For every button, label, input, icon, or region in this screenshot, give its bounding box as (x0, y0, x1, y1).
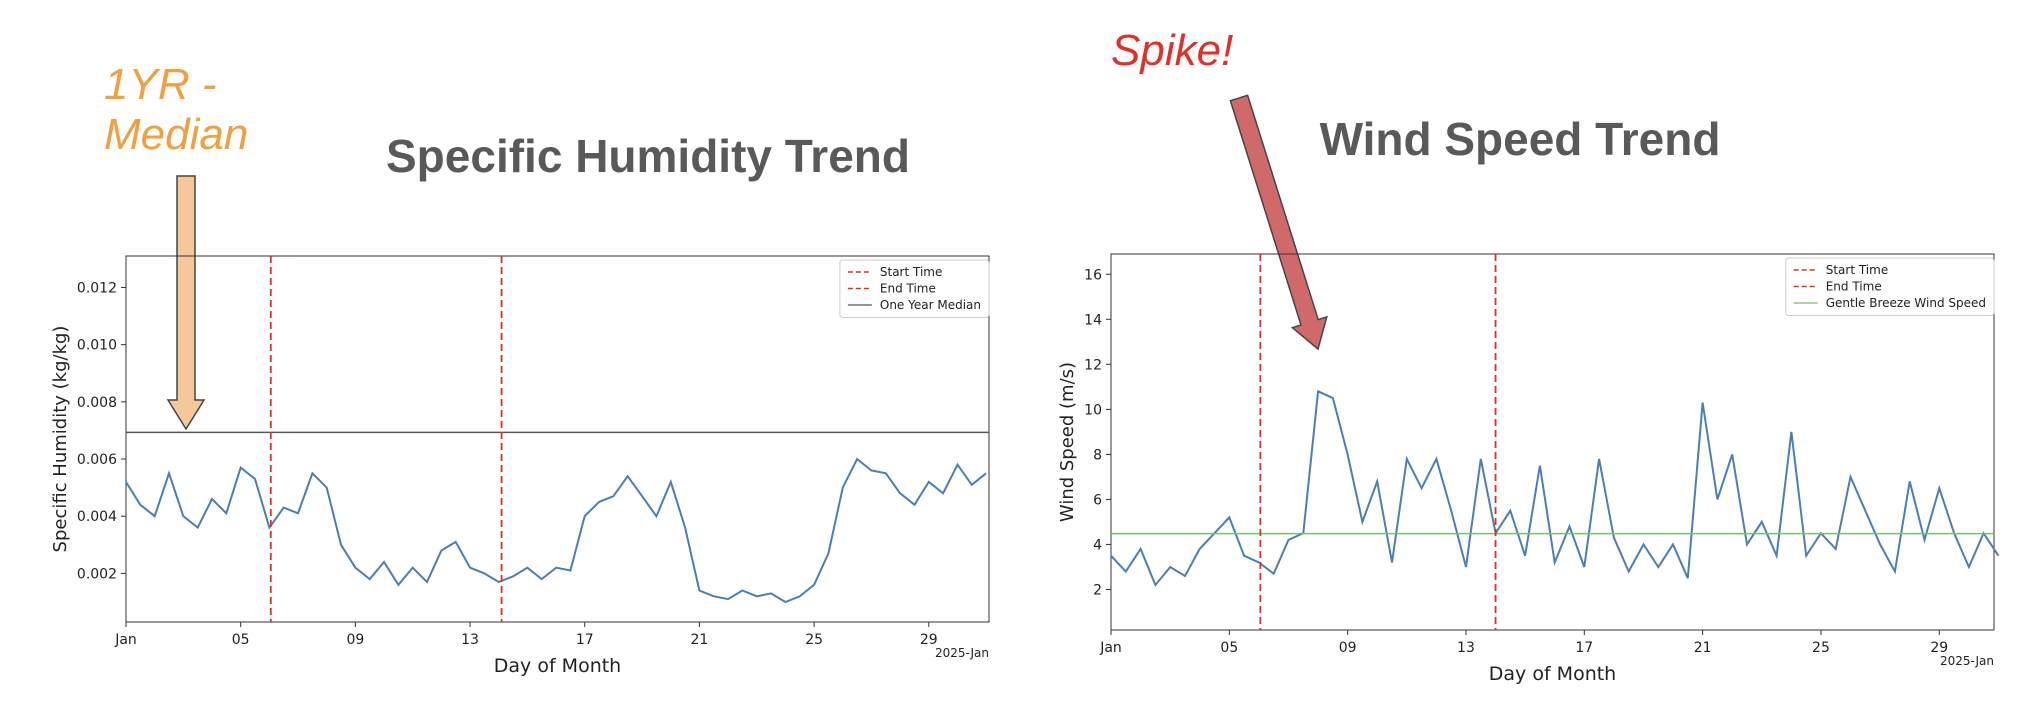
legend-label: One Year Median (880, 298, 981, 312)
chart-title: Specific Humidity Trend (386, 130, 910, 182)
plot-frame (1110, 253, 1995, 631)
y-tick-label: 0.002 (77, 566, 117, 582)
x-corner-label: 2025-Jan (935, 646, 989, 660)
median-arrow (166, 175, 206, 431)
y-tick-label: 0.006 (77, 452, 117, 468)
data-line (1110, 389, 2000, 587)
x-axis-label: Day of Month (494, 655, 621, 677)
legend-label: Start Time (1826, 263, 1889, 277)
y-axis-label: Wind Speed (m/s) (1057, 362, 1078, 522)
x-tick-label: 05 (232, 632, 250, 648)
legend-label: Gentle Breeze Wind Speed (1826, 296, 1986, 310)
x-tick-label: 17 (1575, 640, 1593, 656)
y-axis-label: Specific Humidity (kg/kg) (50, 326, 71, 553)
y-tick-label: 2 (1093, 582, 1102, 598)
legend: Start Time End Time One Year Median (839, 259, 990, 318)
x-tick-label: 09 (1339, 640, 1357, 656)
spike-arrow (1229, 94, 1328, 351)
annotation: Spike! (1111, 26, 1234, 75)
y-tick-label: 0.012 (77, 280, 117, 296)
legend-box (839, 259, 990, 318)
x-tick-label: 21 (691, 632, 709, 648)
y-tick-label: 0.008 (77, 395, 117, 411)
x-tick-label: Jan (114, 632, 137, 648)
annotation: 1YR - Median (104, 60, 249, 159)
x-tick-label: 05 (1220, 640, 1238, 656)
x-tick-label: 17 (576, 632, 594, 648)
y-tick-label: 4 (1093, 537, 1102, 553)
chart-title: Wind Speed Trend (1319, 113, 1721, 165)
data-line (125, 457, 987, 604)
x-axis-label: Day of Month (1489, 663, 1616, 685)
x-tick-label: 29 (920, 632, 938, 648)
y-tick-label: 8 (1093, 447, 1102, 463)
x-tick-label: 13 (461, 632, 479, 648)
y-tick-label: 14 (1084, 312, 1102, 328)
x-tick-label: 09 (346, 632, 364, 648)
y-tick-label: 16 (1084, 267, 1102, 283)
x-tick-label: 29 (1930, 640, 1948, 656)
legend: Start Time End Time Gentle Breeze Wind Spe… (1785, 257, 1995, 316)
y-tick-label: 0.010 (77, 338, 117, 354)
legend-label: End Time (1826, 280, 1882, 294)
legend-label: End Time (880, 282, 936, 296)
y-tick-label: 6 (1093, 492, 1102, 508)
x-tick-label: 13 (1457, 640, 1475, 656)
legend-box (1785, 257, 1995, 316)
y-tick-label: 10 (1084, 402, 1102, 418)
legend-label: Start Time (880, 265, 943, 279)
x-tick-label: 25 (1812, 640, 1830, 656)
y-tick-label: 0.004 (77, 509, 117, 525)
y-tick-label: 12 (1084, 357, 1102, 373)
plot-frame (125, 255, 990, 623)
x-tick-label: 21 (1694, 640, 1712, 656)
x-tick-label: 25 (805, 632, 823, 648)
x-corner-label: 2025-Jan (1940, 654, 1994, 668)
x-tick-label: Jan (1099, 640, 1122, 656)
